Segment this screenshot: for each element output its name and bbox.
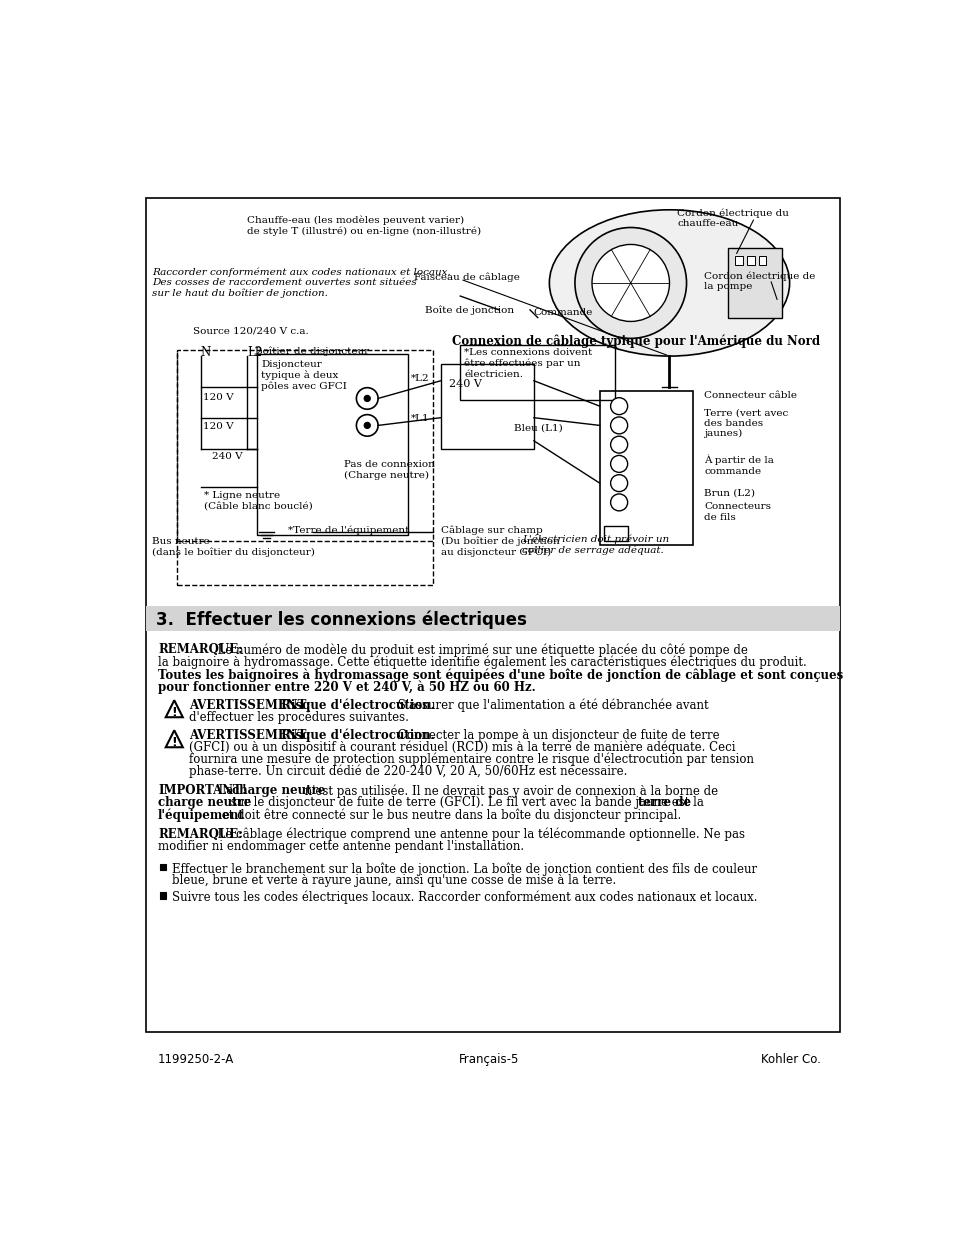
Text: Cordon électrique de
la pompe: Cordon électrique de la pompe [703,272,815,291]
Text: Câblage sur champ
(Du boîtier de jonction
au disjoncteur GFCI): Câblage sur champ (Du boîtier de jonctio… [440,526,559,557]
Text: modifier ni endommager cette antenne pendant l'installation.: modifier ni endommager cette antenne pen… [158,840,523,852]
Text: L'électricien doit prévoir un
collier de serrage adéquat.: L'électricien doit prévoir un collier de… [521,535,669,556]
Text: sur le disjoncteur de fuite de terre (GFCI). Le fil vert avec la bande jaune est: sur le disjoncteur de fuite de terre (GF… [227,797,707,809]
Text: Connecteurs
de fils: Connecteurs de fils [703,503,771,522]
Circle shape [364,422,370,429]
Text: *Terre de l'équipement: *Terre de l'équipement [288,526,409,535]
Text: 240 V: 240 V [448,379,481,389]
Circle shape [610,436,627,453]
Text: Toutes les baignoires à hydromassage sont équipées d'une boîte de jonction de câ: Toutes les baignoires à hydromassage son… [158,668,842,682]
Text: Connecter la pompe à un disjoncteur de fuite de terre: Connecter la pompe à un disjoncteur de f… [394,729,720,742]
Text: !: ! [172,706,177,719]
Circle shape [610,398,627,415]
Text: Brun (L2): Brun (L2) [703,489,755,498]
Circle shape [356,415,377,436]
Text: REMARQUE:: REMARQUE: [158,827,242,841]
Bar [459,345,615,400]
Text: IMPORTANT!: IMPORTANT! [158,784,247,798]
Text: 240 V: 240 V [212,452,243,462]
Bar [159,864,166,871]
Text: *Les connexions doivent
être effectuées par un
électricien.: *Les connexions doivent être effectuées … [464,348,592,379]
Text: Bus neutre
(dans le boîtier du disjoncteur): Bus neutre (dans le boîtier du disjoncte… [152,537,314,557]
Text: 120 V: 120 V [203,422,233,431]
Bar [146,606,840,631]
Bar [257,353,408,535]
Text: * Ligne neutre
(Câble blanc bouclé): * Ligne neutre (Câble blanc bouclé) [204,490,313,510]
Text: Risque d'électrocution.: Risque d'électrocution. [276,699,434,713]
Text: !: ! [172,736,177,750]
Circle shape [364,395,370,401]
Text: AVERTISSEMENT:: AVERTISSEMENT: [189,729,314,742]
Text: Pas de connexion
(Charge neutre): Pas de connexion (Charge neutre) [344,461,435,479]
Text: REMARQUE:: REMARQUE: [158,643,242,656]
Text: charge neutre: charge neutre [233,784,325,798]
Text: 120 V: 120 V [203,393,233,403]
Text: Risque d'électrocution.: Risque d'électrocution. [276,729,434,742]
Text: S'assurer que l'alimentation a été débranchée avant: S'assurer que l'alimentation a été débra… [394,699,708,713]
Text: l'équipement: l'équipement [158,808,245,821]
Text: et doit être connecté sur le bus neutre dans la boîte du disjoncteur principal.: et doit être connecté sur le bus neutre … [218,808,681,821]
Text: phase-terre. Un circuit dédié de 220-240 V, 20 A, 50/60Hz est nécessaire.: phase-terre. Un circuit dédié de 220-240… [189,764,627,778]
Text: Bleu (L1): Bleu (L1) [514,424,562,432]
Text: Boîtier de disjoncteur: Boîtier de disjoncteur [254,346,369,356]
Text: Le numéro de modèle du produit est imprimé sur une étiquette placée du côté pomp: Le numéro de modèle du produit est impri… [210,643,747,657]
Text: À partir de la
commande: À partir de la commande [703,454,774,475]
Bar [440,364,534,448]
Circle shape [610,456,627,472]
Text: d'effectuer les procédures suivantes.: d'effectuer les procédures suivantes. [189,710,409,724]
Text: L2: L2 [247,346,262,359]
Circle shape [356,388,377,409]
Text: Le câblage électrique comprend une antenne pour la télécommande optionnelle. Ne : Le câblage électrique comprend une anten… [210,827,744,841]
Bar [735,256,742,266]
Bar [599,390,692,545]
Text: Connexion de câblage typique pour l'Amérique du Nord: Connexion de câblage typique pour l'Amér… [452,335,820,348]
Text: Suivre tous les codes électriques locaux. Raccorder conformément aux codes natio: Suivre tous les codes électriques locaux… [172,890,757,904]
Bar [603,526,628,541]
Circle shape [610,494,627,511]
Bar [746,256,754,266]
Polygon shape [166,700,183,718]
Circle shape [592,245,669,321]
Bar [758,256,765,266]
Text: charge neutre: charge neutre [158,797,251,809]
Bar [146,199,840,1032]
Text: Connecteur câble: Connecteur câble [703,390,797,400]
Text: Effectuer le branchement sur la boîte de jonction. La boîte de jonction contient: Effectuer le branchement sur la boîte de… [172,862,757,876]
Text: N: N [200,346,211,359]
Text: Terre (vert avec
des bandes
jaunes): Terre (vert avec des bandes jaunes) [703,409,788,438]
Bar [727,248,781,317]
Text: terre de: terre de [638,797,691,809]
Text: Cordon électrique du
chauffe-eau: Cordon électrique du chauffe-eau [677,209,788,228]
Circle shape [610,417,627,433]
Text: (GFCI) ou à un dispositif à courant résiduel (RCD) mis à la terre de manière adé: (GFCI) ou à un dispositif à courant rési… [189,741,735,755]
Text: Raccorder conformément aux codes nationaux et locaux.
Des cosses de raccordement: Raccorder conformément aux codes nationa… [152,268,450,299]
Text: *L1: *L1 [410,414,429,422]
Polygon shape [166,730,183,747]
Ellipse shape [549,210,789,356]
Circle shape [575,227,686,338]
Text: Disjoncteur
typique à deux
pôles avec GFCI: Disjoncteur typique à deux pôles avec GF… [261,359,347,391]
Circle shape [610,474,627,492]
Text: fournira une mesure de protection supplémentaire contre le risque d'électrocutio: fournira une mesure de protection supplé… [189,752,753,766]
Text: Français-5: Français-5 [458,1053,518,1066]
Bar [177,350,433,585]
Bar [159,893,166,899]
Text: n'est pas utilisée. Il ne devrait pas y avoir de connexion à la borne de: n'est pas utilisée. Il ne devrait pas y … [301,784,718,798]
Text: Faisceau de câblage: Faisceau de câblage [414,273,519,283]
Text: *L2: *L2 [410,374,429,383]
Text: Kohler Co.: Kohler Co. [760,1053,820,1066]
Text: bleue, brune et verte à rayure jaune, ainsi qu'une cosse de mise à la terre.: bleue, brune et verte à rayure jaune, ai… [172,874,616,887]
Text: Boîte de jonction: Boîte de jonction [425,305,514,315]
Text: Commande: Commande [534,309,593,317]
Text: pour fonctionner entre 220 V et 240 V, à 50 HZ ou 60 Hz.: pour fonctionner entre 220 V et 240 V, à… [158,680,536,694]
Text: 1199250-2-A: 1199250-2-A [158,1053,234,1066]
Text: Source 120/240 V c.a.: Source 120/240 V c.a. [193,327,309,336]
Text: la baignoire à hydromassage. Cette étiquette identifie également les caractérist: la baignoire à hydromassage. Cette étiqu… [158,656,806,668]
Text: AVERTISSEMENT:: AVERTISSEMENT: [189,699,314,711]
Text: Chauffe-eau (les modèles peuvent varier)
de style T (illustré) ou en-ligne (non-: Chauffe-eau (les modèles peuvent varier)… [247,216,480,236]
Text: La: La [212,784,237,798]
Text: 3.  Effectuer les connexions électriques: 3. Effectuer les connexions électriques [156,611,527,630]
